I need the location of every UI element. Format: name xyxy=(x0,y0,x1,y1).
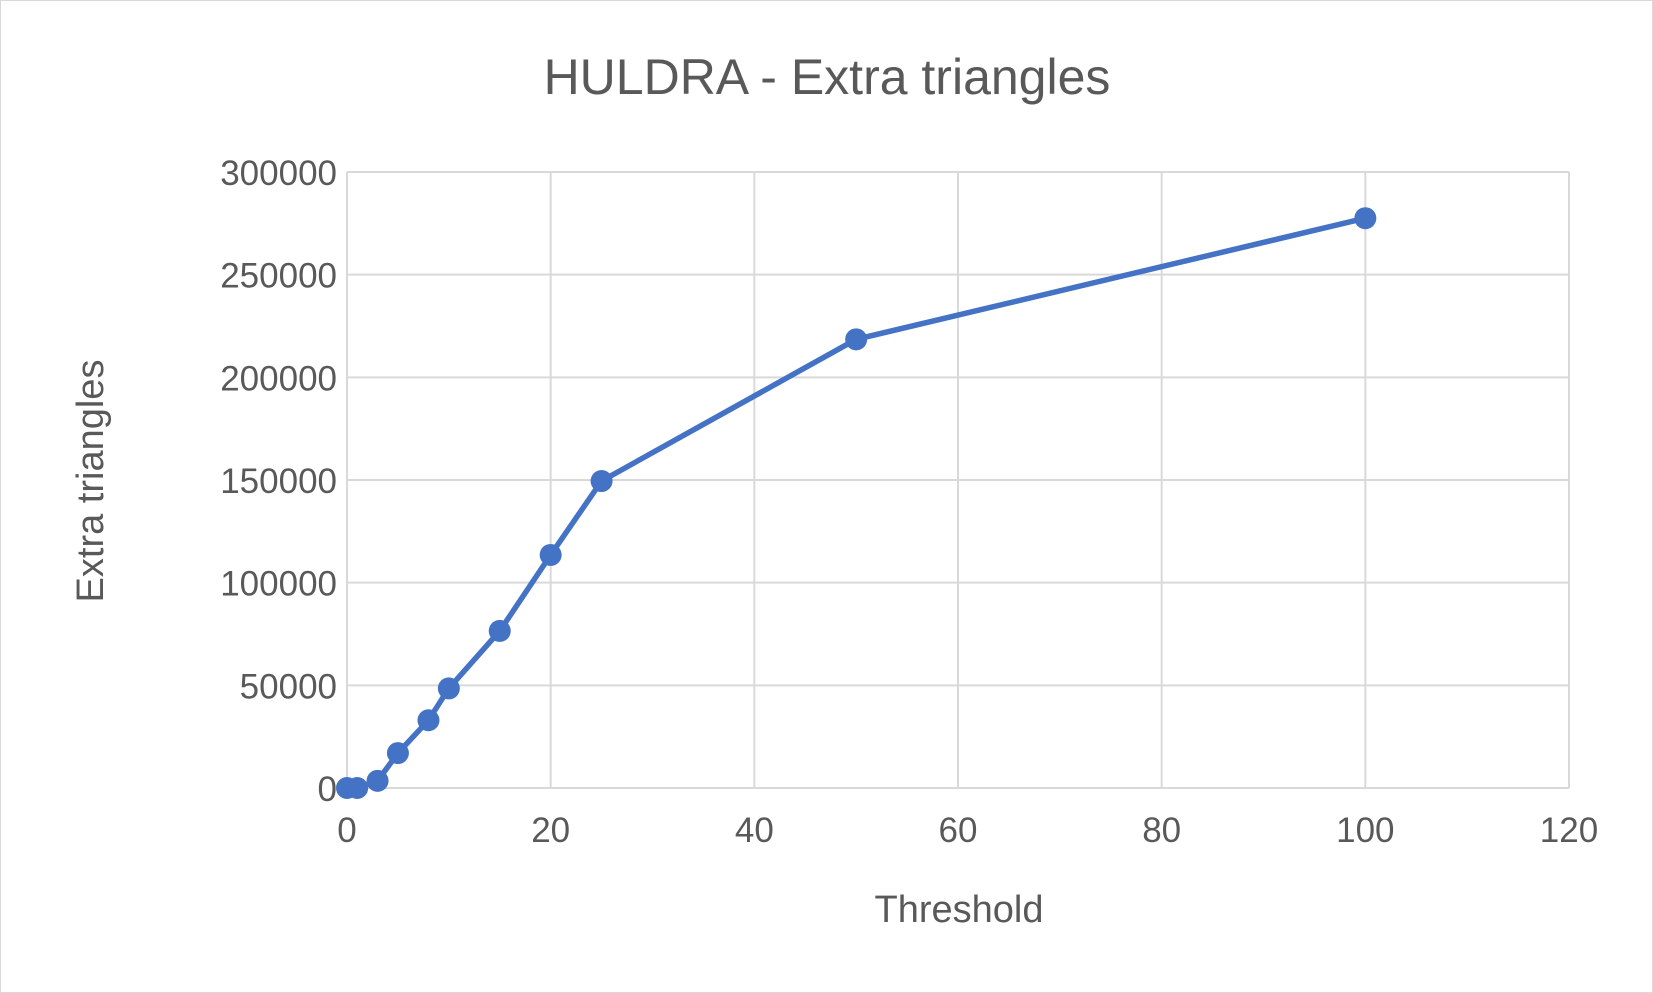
x-tick-label: 100 xyxy=(1336,811,1394,850)
data-point xyxy=(437,677,460,700)
x-tick-label: 0 xyxy=(337,811,356,850)
y-tick-label: 200000 xyxy=(220,359,337,398)
data-point xyxy=(366,769,389,792)
y-tick-label: 250000 xyxy=(220,257,337,296)
y-tick-label: 150000 xyxy=(220,462,337,501)
data-point xyxy=(1354,207,1377,230)
axes: 0 50000 100000 150000 200000 250000 300000 0 20 4… xyxy=(220,154,1598,850)
data-series xyxy=(336,207,1377,799)
x-tick-label: 20 xyxy=(531,811,570,850)
gridlines xyxy=(346,171,1570,789)
x-tick-label: 80 xyxy=(1142,811,1181,850)
x-axis-title: Threshold xyxy=(875,889,1044,931)
y-tick-label: 50000 xyxy=(240,667,337,706)
x-tick-label: 60 xyxy=(939,811,978,850)
data-point xyxy=(590,470,613,493)
chart-title: HULDRA - Extra triangles xyxy=(544,49,1111,105)
x-tick-label: 120 xyxy=(1540,811,1598,850)
y-tick-label: 0 xyxy=(318,770,337,809)
y-tick-label: 100000 xyxy=(220,565,337,604)
y-tick-label: 300000 xyxy=(220,154,337,193)
data-point xyxy=(386,742,409,765)
data-point xyxy=(346,777,369,799)
y-axis-title: Extra triangles xyxy=(70,360,112,603)
data-point xyxy=(845,328,868,351)
data-point xyxy=(417,709,440,732)
x-tick-label: 40 xyxy=(735,811,774,850)
data-point xyxy=(539,543,562,566)
series-line xyxy=(347,215,1366,791)
data-point xyxy=(488,619,511,642)
